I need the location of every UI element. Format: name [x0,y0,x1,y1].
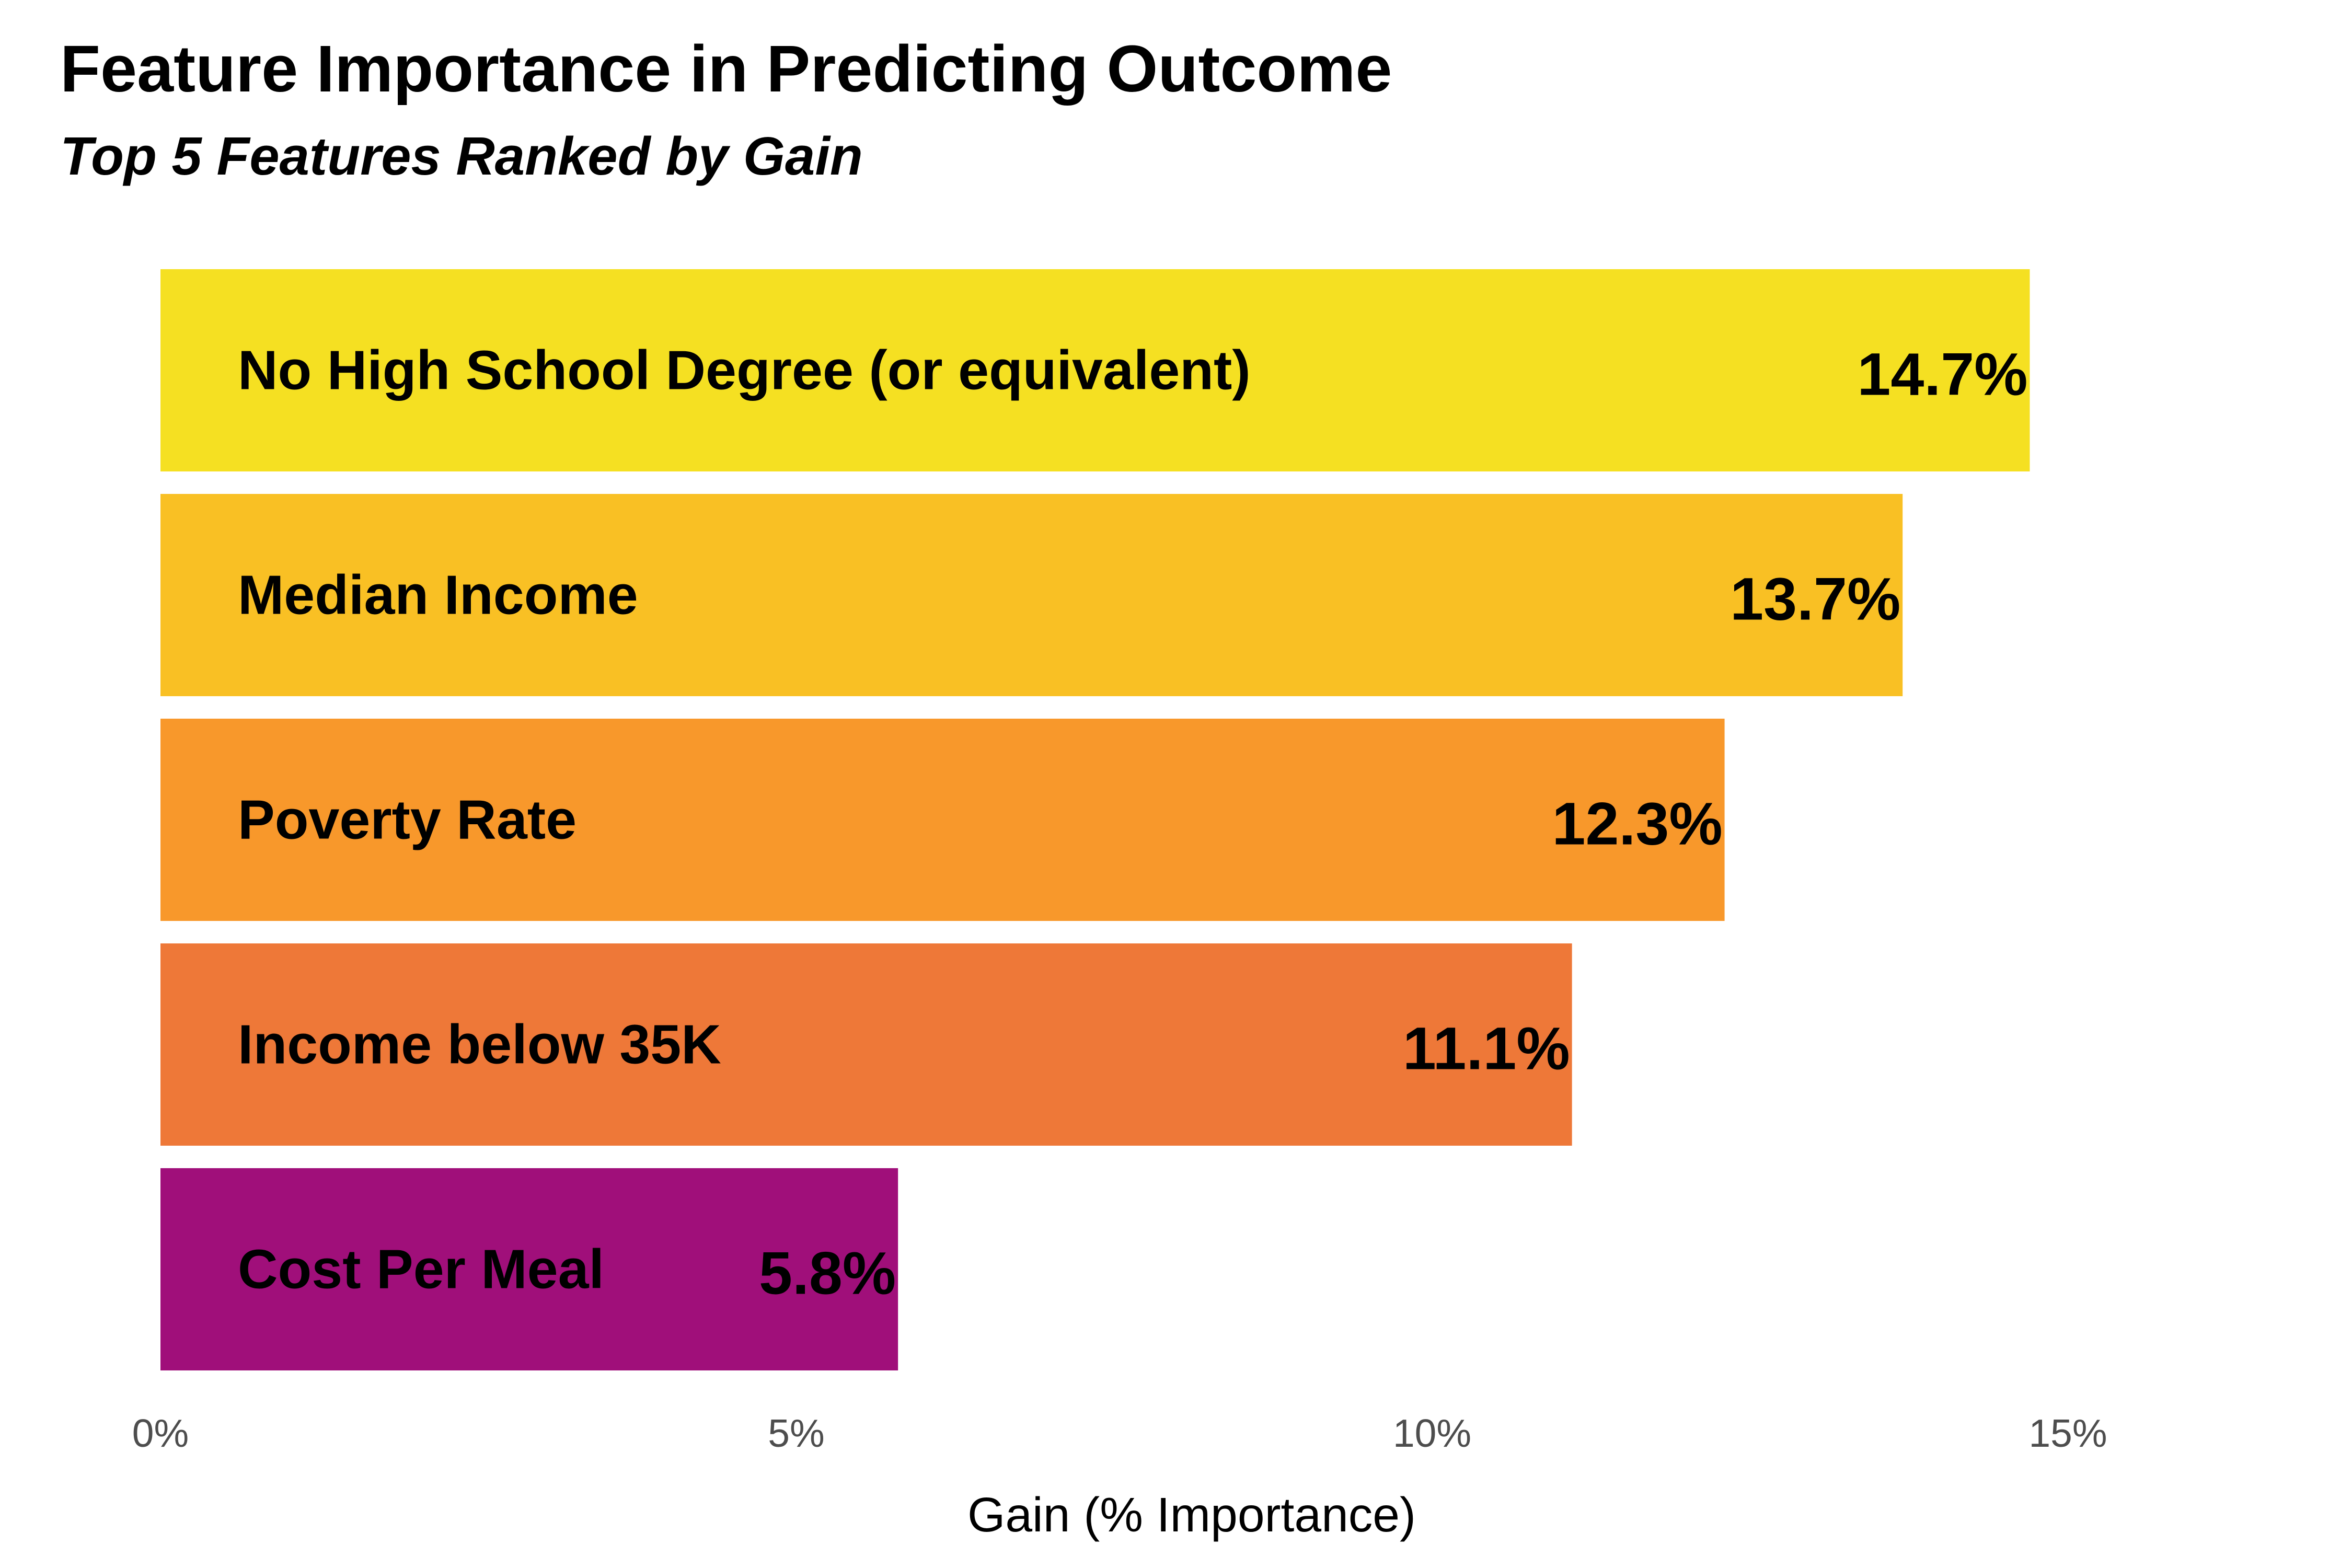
x-axis-ticks: 0% 5% 10% 15% [132,1411,2107,1455]
x-tick-label: 0% [132,1411,189,1455]
x-tick-label: 10% [1393,1411,1471,1455]
category-label: No High School Degree (or equivalent) [238,340,1251,401]
bars-layer: No High School Degree (or equivalent) 14.… [160,269,2030,1370]
value-label: 11.1% [1403,1016,1570,1082]
value-label: 14.7% [1857,341,2027,408]
category-label: Income below 35K [238,1014,721,1076]
bar-4 [160,1168,898,1370]
chart-title: Feature Importance in Predicting Outcome [60,32,1392,106]
bar-2 [160,719,1725,921]
category-label: Cost Per Meal [238,1239,604,1300]
value-label: 12.3% [1552,791,1723,858]
value-label: 13.7% [1730,566,1900,633]
x-tick-label: 5% [768,1411,824,1455]
bar-0 [160,269,2030,471]
x-axis-title: Gain (% Importance) [967,1488,1416,1542]
category-label: Poverty Rate [238,789,577,851]
chart-subtitle: Top 5 Features Ranked by Gain [60,126,863,186]
x-tick-label: 15% [2028,1411,2107,1455]
category-label: Median Income [238,564,638,626]
value-label: 5.8% [759,1240,896,1307]
bar-1 [160,494,1903,696]
bar-3 [160,943,1572,1146]
